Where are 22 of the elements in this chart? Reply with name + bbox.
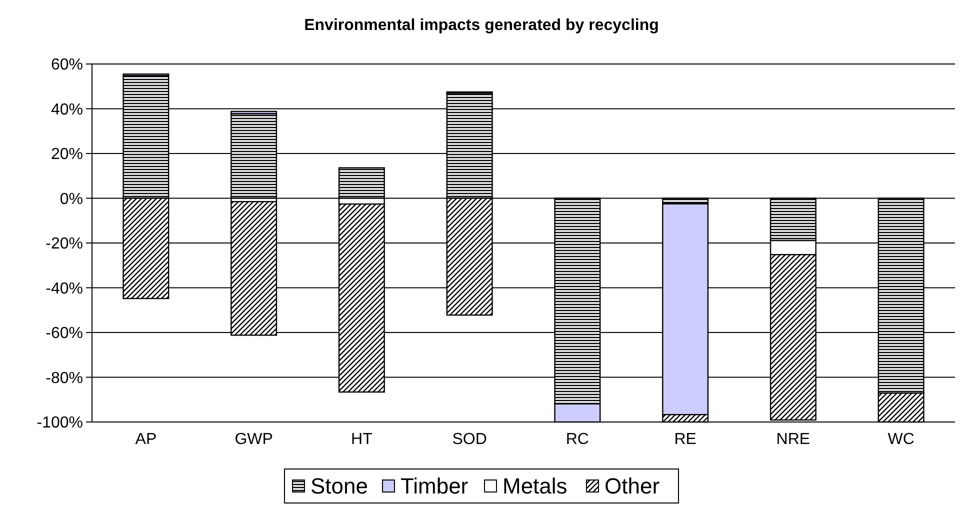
x-tick-label: SOD (452, 431, 487, 448)
legend-label: Metals (502, 474, 568, 499)
x-tick-label: WC (888, 431, 914, 448)
y-tick-label: -80% (46, 370, 83, 387)
y-tick-label: 20% (50, 146, 83, 164)
chart-title: Environmental impacts generated by recycling (304, 17, 659, 34)
y-tick-label: -100% (36, 414, 83, 432)
x-tick-label: GWP (234, 431, 273, 448)
y-tick-label: -20% (46, 236, 83, 253)
y-tick-label: -60% (46, 325, 83, 342)
y-tick-label: 40% (50, 101, 83, 118)
x-tick-label: HT (351, 431, 373, 448)
legend-label: Timber (400, 474, 468, 499)
y-tick-label: 0% (60, 190, 83, 208)
x-tick-label: RE (674, 431, 696, 448)
x-tick-label: RC (566, 431, 589, 448)
x-tick-label: NRE (776, 431, 810, 448)
y-tick-label: -40% (46, 280, 83, 298)
legend-label: Other (604, 474, 660, 499)
legend-label: Stone (310, 474, 368, 499)
y-tick-label: 60% (50, 56, 83, 74)
x-tick-label: AP (135, 431, 157, 448)
